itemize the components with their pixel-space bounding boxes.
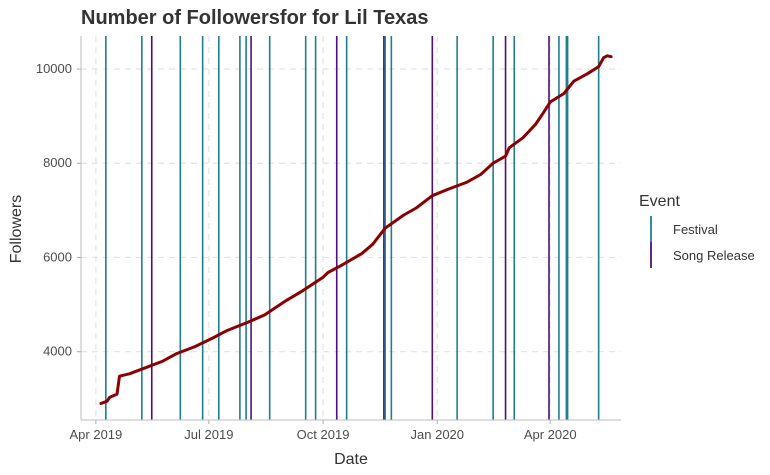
grid-lines [81, 36, 621, 420]
y-tick-label: 4000 [43, 344, 72, 359]
followers-series-line [99, 54, 613, 405]
axes [77, 36, 621, 424]
x-tick-label: Jul 2019 [184, 427, 233, 442]
x-tick-labels: Apr 2019 Jul 2019 Oct 2019 Jan 2020 Apr 2020 [70, 427, 577, 442]
x-tick-label: Apr 2020 [524, 427, 577, 442]
y-tick-label: 6000 [43, 249, 72, 264]
y-tick-labels: 4000 6000 8000 10000 [36, 61, 72, 359]
chart-title: Number of Followersfor for Lil Texas [81, 7, 428, 29]
x-axis-label: Date [334, 451, 368, 468]
song-release-legend-label: Song Release [673, 248, 755, 263]
legend-title: Event [639, 193, 680, 210]
y-tick-label: 8000 [43, 155, 72, 170]
legend: Event Festival Song Release [639, 193, 755, 268]
festival-legend-label: Festival [673, 222, 718, 237]
y-axis-label: Followers [8, 195, 25, 263]
x-tick-label: Apr 2019 [70, 427, 123, 442]
y-tick-label: 10000 [36, 61, 72, 76]
x-tick-label: Jan 2020 [411, 427, 465, 442]
series-layer [99, 54, 613, 405]
event-lines [105, 36, 600, 420]
x-tick-label: Oct 2019 [297, 427, 350, 442]
